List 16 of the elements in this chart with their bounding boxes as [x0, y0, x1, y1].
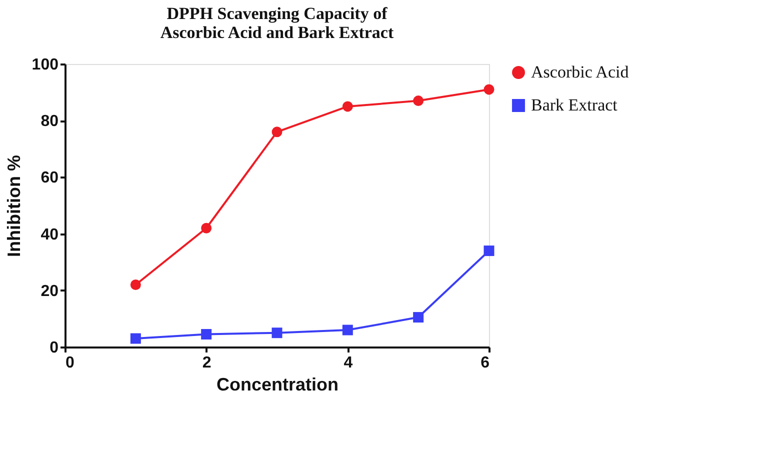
legend-label: Ascorbic Acid	[531, 62, 630, 82]
x-tick-label: 4	[344, 354, 353, 372]
y-tick-label: 60	[40, 170, 59, 187]
x-tick-label: 6	[480, 354, 490, 372]
y-tick-label: 40	[40, 226, 59, 244]
x-tick-label: 0	[66, 354, 74, 372]
y-tick-label: 20	[40, 282, 59, 300]
y-tick-label: 80	[40, 113, 59, 130]
text: DPPH Scavenging Capacity of	[166, 4, 388, 23]
text: Ascorbic Acid and Bark Extract	[160, 23, 394, 42]
x-tick-label: 2	[202, 354, 212, 372]
y-tick-label: 0	[50, 340, 59, 356]
x-axis-title: Concentration	[216, 374, 339, 394]
legend-label: Bark Extract	[531, 96, 618, 114]
y-tick-label: 100	[32, 56, 59, 74]
y-axis-title: Inhibition %	[4, 155, 24, 257]
